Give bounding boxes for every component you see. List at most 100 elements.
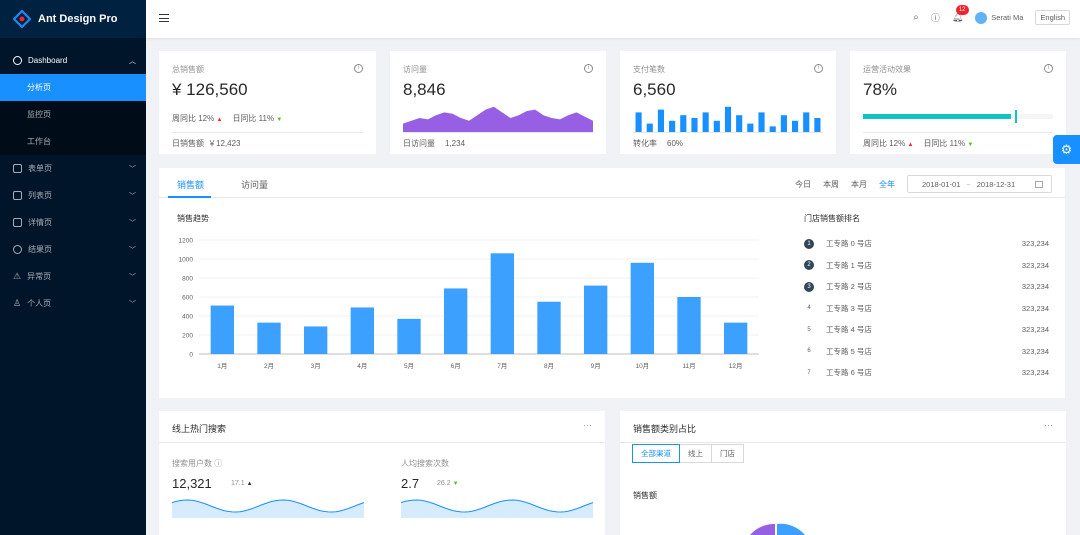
dashboard-submenu: 分析页 监控页 工作台: [0, 74, 146, 155]
tab-visits[interactable]: 访问量: [241, 180, 269, 190]
range-week[interactable]: 本周: [823, 180, 839, 189]
progress-fill: [863, 114, 1012, 119]
logo[interactable]: Ant Design Pro: [0, 0, 146, 38]
info-icon[interactable]: i: [814, 64, 823, 73]
x-tick-label: 9月: [591, 362, 601, 370]
rank-row: 3 工专路 2 号店 323,234: [804, 276, 1049, 298]
payment-bar: [713, 120, 720, 132]
info-icon[interactable]: ⓘ: [214, 459, 223, 468]
rank-number: 3: [804, 281, 814, 292]
language-select[interactable]: English: [1035, 10, 1070, 25]
x-tick-label: 3月: [311, 362, 321, 370]
payment-bar: [769, 126, 776, 132]
sidebar-item-workplace[interactable]: 工作台: [0, 128, 146, 155]
y-tick-label: 400: [182, 314, 193, 321]
trend-wow: 周同比 12% ▲: [172, 113, 222, 124]
store-name: 工专路 0 号店: [826, 239, 872, 249]
profile-icon: [13, 218, 22, 227]
search-icon[interactable]: ⌕: [913, 12, 919, 23]
kpi-label: 运营活动效果: [863, 65, 911, 74]
pie-slice-purple: [750, 523, 775, 535]
question-circle-icon[interactable]: ⓘ: [930, 13, 940, 23]
footer-label: 日销售额: [172, 139, 204, 148]
menu-fold-icon[interactable]: [159, 14, 169, 22]
bar[interactable]: [350, 307, 374, 354]
info-icon[interactable]: i: [1044, 64, 1053, 73]
users-label: 搜索用户数 ⓘ: [172, 458, 222, 469]
sidebar-item-form[interactable]: 表单页 ﹀: [0, 155, 146, 182]
per-user-value: 2.7: [401, 476, 420, 491]
date-range-picker[interactable]: 2018-01-01 ~ 2018-12-31: [907, 175, 1052, 193]
rank-row: 1 工专路 0 号店 323,234: [804, 233, 1049, 255]
pie-slice-blue: [777, 523, 805, 535]
bar[interactable]: [304, 326, 328, 354]
label-text: 搜索用户数: [172, 459, 212, 468]
x-tick-label: 2月: [264, 362, 274, 370]
bar[interactable]: [724, 322, 748, 354]
form-icon: [13, 164, 22, 173]
ellipsis-icon[interactable]: ···: [1044, 420, 1053, 430]
channel-stores[interactable]: 门店: [711, 444, 744, 463]
sidebar-item-label: Dashboard: [28, 56, 68, 65]
tab-ink-bar: [168, 196, 211, 198]
y-tick-label: 200: [182, 333, 193, 340]
header-actions: ⌕ ⓘ 🔔︎ 12 Serati Ma English: [913, 5, 1070, 25]
user-menu[interactable]: Serati Ma: [975, 11, 1023, 24]
setting-drawer-button[interactable]: ⚙: [1053, 135, 1080, 164]
date-start: 2018-01-01: [922, 179, 961, 189]
sidebar-item-list[interactable]: 列表页 ﹀: [0, 182, 146, 209]
bar[interactable]: [677, 297, 701, 354]
payment-bar: [691, 118, 698, 132]
hot-search-card: 线上热门搜索 ··· 搜索用户数 ⓘ 12,321 17.1 ▲ 人均搜索次数 …: [159, 411, 605, 535]
area-fill: [172, 500, 364, 518]
sidebar-item-dashboard[interactable]: Dashboard ︿: [0, 47, 146, 74]
trend-title: 销售趋势: [177, 214, 209, 223]
sidebar-item-exception[interactable]: ⚠ 异常页 ﹀: [0, 263, 146, 290]
notice-bell[interactable]: 🔔︎ 12: [952, 5, 969, 23]
rank-title: 门店销售额排名: [804, 214, 860, 223]
bar[interactable]: [537, 301, 561, 354]
date-end: 2018-12-31: [976, 179, 1016, 189]
sidebar-item-profile[interactable]: 详情页 ﹀: [0, 209, 146, 236]
info-icon[interactable]: i: [584, 64, 593, 73]
payment-bar: [736, 115, 743, 132]
kpi-value: 8,846: [403, 80, 446, 99]
bar[interactable]: [584, 285, 608, 354]
payment-bar: [669, 120, 676, 132]
info-icon[interactable]: i: [354, 64, 363, 73]
kpi-footer: 日销售额 ￥12,423: [172, 132, 363, 154]
bar[interactable]: [490, 253, 514, 354]
sidebar-item-label: 监控页: [27, 110, 51, 119]
users-value: 12,321: [172, 476, 212, 491]
range-year[interactable]: 全年: [879, 180, 895, 189]
rank-row: 4 工专路 3 号店 323,234: [804, 298, 1049, 320]
bar[interactable]: [397, 318, 421, 354]
sidebar-item-label: 列表页: [28, 191, 52, 200]
footer-value: 60%: [667, 139, 684, 148]
ant-logo-icon: [13, 10, 31, 28]
channel-all[interactable]: 全部渠道: [632, 444, 680, 463]
sidebar-item-result[interactable]: 结果页 ﹀: [0, 236, 146, 263]
store-sales: 323,234: [1021, 260, 1049, 270]
footer-value: 1,234: [445, 139, 466, 148]
sidebar-item-label: 异常页: [27, 272, 52, 281]
sales-trend-chart: 0 200 400 600 800 1000 1200 1月 2月 3月 4月 5月 6月 7月 8月 9月 1…: [179, 238, 759, 370]
sidebar-item-monitor[interactable]: 监控页: [0, 101, 146, 128]
bar[interactable]: [630, 262, 654, 354]
sidebar-item-account[interactable]: ♙ 个人页 ﹀: [0, 290, 146, 317]
per-user-label: 人均搜索次数: [401, 459, 449, 468]
kpi-footer: 周同比 12% ▲ 日同比 11% ▼: [863, 132, 1053, 154]
tab-sales[interactable]: 销售额: [177, 180, 205, 190]
sidebar-item-analysis[interactable]: 分析页: [0, 74, 146, 101]
channel-online[interactable]: 线上: [679, 444, 712, 463]
gear-icon: ⚙: [1060, 142, 1073, 157]
range-today[interactable]: 今日: [795, 180, 811, 189]
area-line: [401, 499, 593, 513]
range-month[interactable]: 本月: [851, 180, 867, 189]
bar[interactable]: [210, 305, 234, 354]
kpi-value: 78%: [863, 80, 898, 99]
change-value: 17.1: [231, 480, 245, 487]
bar[interactable]: [444, 288, 468, 354]
bar[interactable]: [257, 322, 281, 354]
ellipsis-icon[interactable]: ···: [583, 420, 592, 430]
